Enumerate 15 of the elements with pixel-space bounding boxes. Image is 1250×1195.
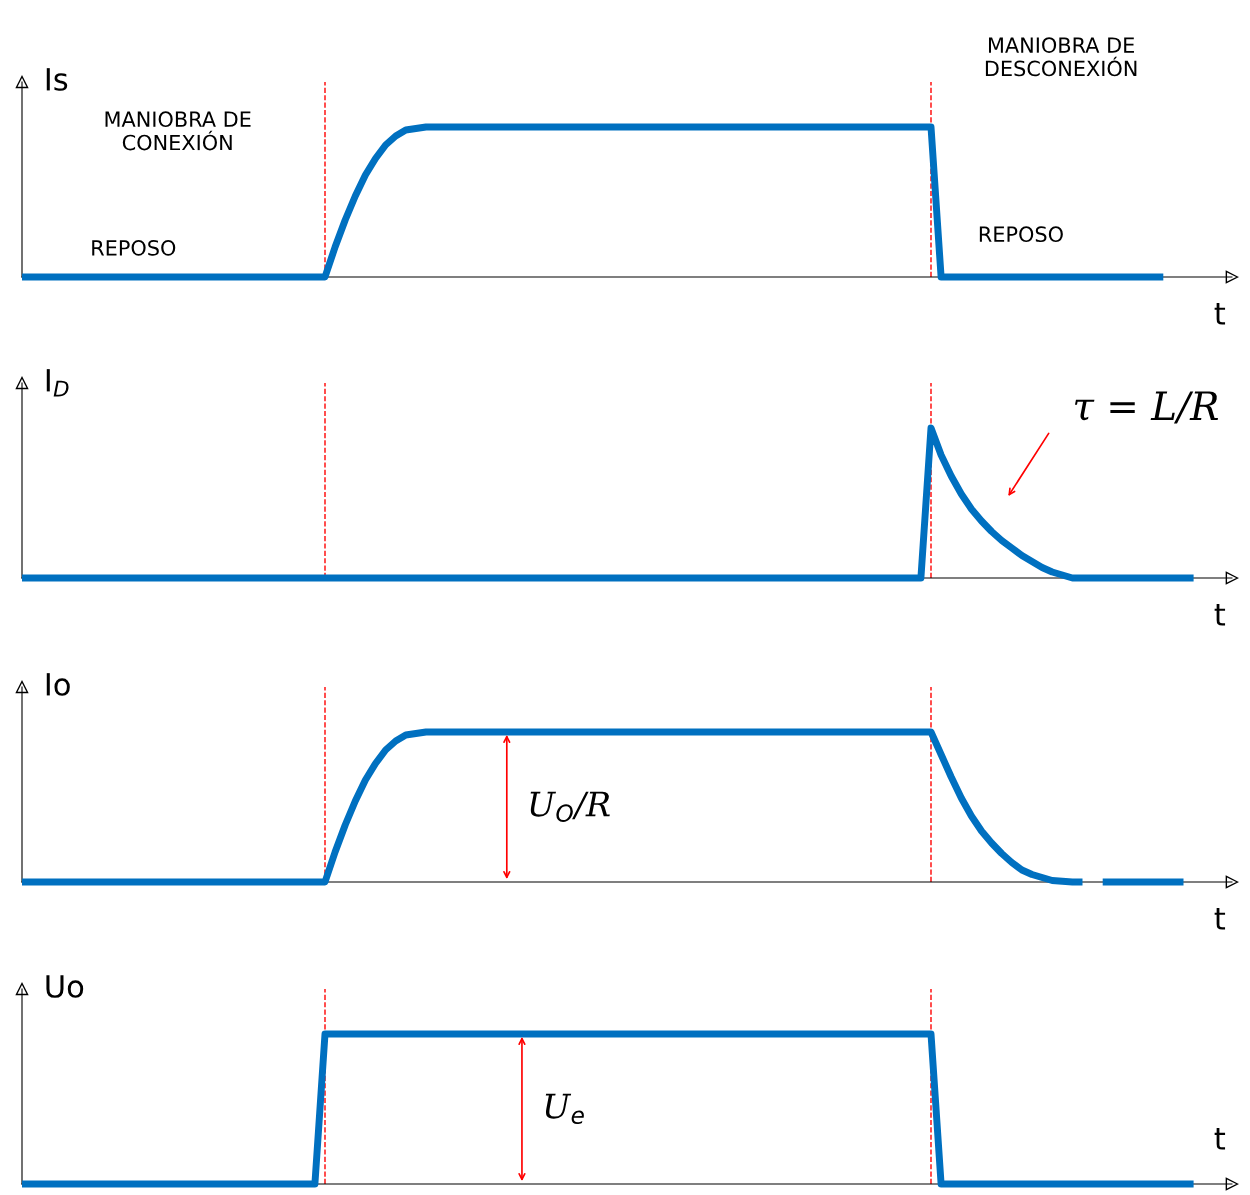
text: MANIOBRA DE DESCONEXIÓN (985, 37, 1137, 77)
x-axis-title: t (1214, 302, 1226, 325)
x-axis-title: t (1214, 603, 1226, 626)
annotation: U$_{e}$ (545, 1093, 584, 1124)
text: τ = L/R (1074, 391, 1218, 424)
x-axis-title: t (1214, 907, 1226, 930)
annotation: REPOSO (92, 239, 176, 256)
y-axis-title: Io (46, 673, 70, 696)
annotation: REPOSO (979, 226, 1063, 243)
x-axis-title: t (1214, 1128, 1226, 1150)
y-axis-title: I$_{D}$ (46, 369, 69, 397)
y-axis-title: Is (46, 68, 68, 91)
y-axis-title: Uo (46, 975, 84, 998)
annotation: U$_{O}$/R (530, 791, 610, 822)
annotation: MANIOBRA DE CONEXIÓN (105, 111, 251, 151)
